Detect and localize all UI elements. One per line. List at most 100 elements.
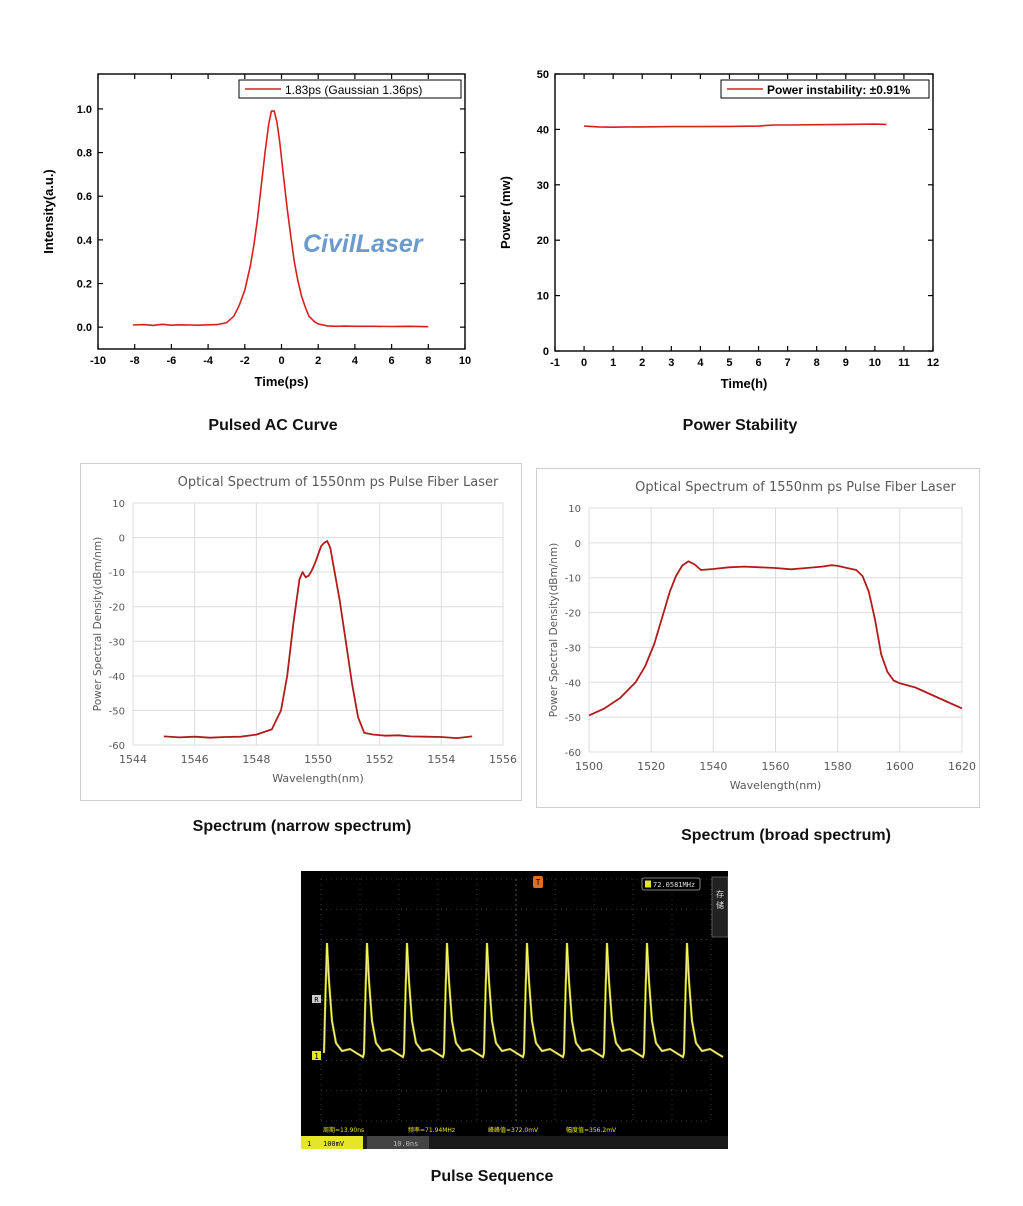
power-stability-svg: -1 0 1 2 3 4 5 6 7 8 9 10 11 1201020304050Time(h)Powe… xyxy=(498,69,939,391)
x-tick-label: 1544 xyxy=(119,753,147,766)
measurement-readout: 频率=71.94MHz xyxy=(408,1126,455,1134)
x-tick-label: -4 xyxy=(203,355,214,367)
x-tick-label: 10 xyxy=(869,357,881,369)
x-tick-label: 4 xyxy=(697,357,704,369)
x-tick-label: 1520 xyxy=(637,760,665,773)
x-tick-label: 1552 xyxy=(366,753,394,766)
narrow-spectrum-caption: Spectrum (narrow spectrum) xyxy=(192,818,412,835)
x-tick-label: 9 xyxy=(843,357,849,369)
x-tick-label: 1540 xyxy=(699,760,727,773)
x-tick-label: 1500 xyxy=(575,760,603,773)
y-tick-label: -50 xyxy=(109,706,125,717)
y-tick-label: 40 xyxy=(537,124,549,136)
y-tick-label: -10 xyxy=(109,568,125,579)
y-axis-label: Intensity(a.u.) xyxy=(41,169,56,254)
legend-box xyxy=(720,79,930,99)
side-softkey-label-1: 存 xyxy=(716,889,724,899)
narrow-spectrum-svg: 1544 1546 1548 1550 1552 1554 1556 -60 -50 -40 -30… xyxy=(92,475,517,785)
y-tick-label: 30 xyxy=(537,180,549,192)
chart-title: Optical Spectrum of 1550nm ps Pulse Fibe… xyxy=(178,475,499,490)
broad-spectrum-svg: 1500 1520 1540 1560 1580 1600 1620 -60 -50 -40 -30… xyxy=(548,480,976,792)
plot-frame xyxy=(554,73,934,352)
x-tick-label: 7 xyxy=(785,357,791,369)
ac-curve-svg: -10 -8 -6 -4 -2 0 2 4 6 8 10 0.0 0.2 0.4 0.6 0.8 1.0 Time… xyxy=(41,73,471,389)
x-tick-label: 6 xyxy=(755,357,761,369)
x-tick-label: 1560 xyxy=(762,760,790,773)
ref-marker-label: R xyxy=(314,996,319,1004)
pulse-sequence-caption: Pulse Sequence xyxy=(430,1168,554,1185)
y-tick-label: 0 xyxy=(119,534,125,545)
volt-scale-readout: 100mV xyxy=(323,1140,345,1148)
y-tick-label: -20 xyxy=(565,609,581,620)
x-tick-label: -1 xyxy=(550,357,560,369)
x-tick-label: 2 xyxy=(315,355,321,367)
ac-curve-chart: -10 -8 -6 -4 -2 0 2 4 6 8 10 0.0 0.2 0.4 0.6 0.8 1.0 Time… xyxy=(28,62,488,402)
oscilloscope-screenshot: T R 1 72.0581MHz 存储周期=13.90ns 频率=71.94MHz 峰峰值=… xyxy=(301,871,728,1149)
y-tick-label: 0.6 xyxy=(77,191,92,203)
freq-readout: 72.0581MHz xyxy=(653,881,695,889)
x-axis-label: Wavelength(nm) xyxy=(272,772,364,785)
y-axis-label: Power Spectral Density(dBm/nm) xyxy=(92,537,104,711)
x-tick-label: 1548 xyxy=(242,753,270,766)
spectrum-line xyxy=(588,560,963,717)
x-tick-label: 0 xyxy=(278,355,284,367)
y-tick-label: -50 xyxy=(565,713,581,724)
x-tick-label: 8 xyxy=(814,357,820,369)
x-axis-label: Time(ps) xyxy=(255,374,309,389)
trigger-marker-icon xyxy=(533,876,543,888)
time-scale-tab xyxy=(367,1136,429,1149)
x-tick-label: 1550 xyxy=(304,753,332,766)
y-tick-label: -40 xyxy=(109,672,125,683)
chart-title: Optical Spectrum of 1550nm ps Pulse Fibe… xyxy=(635,480,956,495)
y-tick-label: 0 xyxy=(575,539,581,550)
status-bar xyxy=(301,1136,728,1149)
channel-marker-icon xyxy=(312,1051,321,1060)
legend-box xyxy=(238,79,462,99)
freq-channel-icon xyxy=(645,880,651,888)
pulse-trace xyxy=(322,942,724,1059)
y-tick-label: 10 xyxy=(568,504,581,515)
x-tick-label: 1546 xyxy=(181,753,209,766)
side-softkey-button xyxy=(711,876,728,938)
ref-marker-icon xyxy=(312,995,321,1003)
broad-spectrum-chart: 1500 1520 1540 1560 1580 1600 1620 -60 -50 -40 -30… xyxy=(536,468,980,808)
ac-curve-caption: Pulsed AC Curve xyxy=(208,417,338,434)
broad-spectrum-caption: Spectrum (broad spectrum) xyxy=(681,827,891,844)
y-tick-label: 50 xyxy=(537,69,549,81)
x-tick-label: -8 xyxy=(130,355,140,367)
channel-scale-badge: 1 xyxy=(307,1140,311,1148)
x-tick-label: -2 xyxy=(240,355,250,367)
y-tick-label: 10 xyxy=(112,499,125,510)
x-tick-label: 8 xyxy=(425,355,431,367)
legend-label: 1.83ps (Gaussian 1.36ps) xyxy=(285,83,422,97)
series-line xyxy=(132,110,429,328)
x-tick-label: 3 xyxy=(668,357,674,369)
power-stability-chart: -1 0 1 2 3 4 5 6 7 8 9 10 11 12 0 10 20 30 40 50 Time(h) Powe… xyxy=(495,62,955,402)
x-tick-label: 1620 xyxy=(948,760,976,773)
x-tick-label: 11 xyxy=(898,357,910,369)
y-tick-label: 1.0 xyxy=(77,104,92,116)
x-tick-label: 1580 xyxy=(824,760,852,773)
side-softkey-label-2: 储 xyxy=(716,900,724,910)
y-tick-label: -60 xyxy=(565,748,581,759)
y-tick-label: -30 xyxy=(565,643,581,654)
x-axis-label: Wavelength(nm) xyxy=(730,779,822,792)
channel-marker-label: 1 xyxy=(314,1052,319,1061)
x-tick-label: 1554 xyxy=(427,753,455,766)
y-tick-label: 0 xyxy=(543,346,549,358)
plot-frame xyxy=(97,73,466,350)
power-stability-caption: Power Stability xyxy=(682,417,798,434)
time-scale-readout: 10.0ns xyxy=(393,1140,418,1148)
y-axis-label: Power Spectral Density(dBm/nm) xyxy=(548,543,560,717)
x-tick-label: 1 xyxy=(610,357,616,369)
x-tick-label: -6 xyxy=(167,355,177,367)
watermark-logo: CivilLaser xyxy=(303,230,424,258)
y-tick-label: -60 xyxy=(109,741,125,752)
y-tick-label: 0.2 xyxy=(77,279,92,291)
series-line xyxy=(584,123,887,129)
y-tick-label: 0.0 xyxy=(77,322,92,334)
x-tick-label: 5 xyxy=(726,357,732,369)
measurement-readout: 峰峰值=372.0mV xyxy=(488,1126,539,1134)
x-tick-label: 4 xyxy=(352,355,359,367)
